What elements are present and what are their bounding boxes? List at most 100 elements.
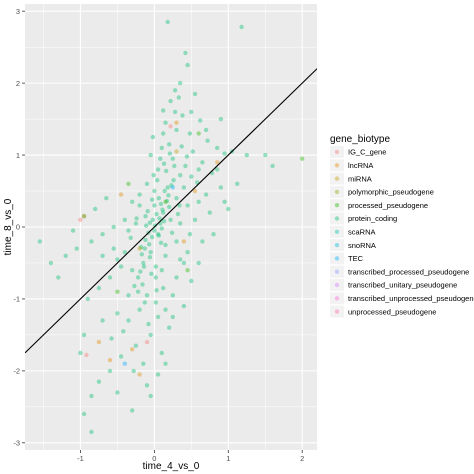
data-point-protein-coding [174,196,179,201]
data-point-protein-coding [156,233,161,238]
data-point-processed-pseudogene [163,199,168,204]
data-point-protein-coding [226,206,231,212]
data-point-protein-coding [115,311,120,316]
data-point-protein-coding [37,239,42,244]
data-point-protein-coding [111,224,116,230]
legend-swatch [334,163,340,168]
data-point-protein-coding [109,336,114,341]
data-point-protein-coding [155,372,161,377]
data-point-protein-coding [176,95,181,100]
legend-label: processed_pseudogene [348,201,428,210]
data-point-protein-coding [137,192,142,197]
data-point-protein-coding [183,50,188,56]
data-point-protein-coding [215,167,220,172]
data-point-protein-coding [121,329,126,334]
data-point-protein-coding [183,163,188,169]
data-point-protein-coding [168,98,173,104]
reference-line [25,68,317,354]
data-point-protein-coding [189,278,194,284]
legend: gene_biotype IG_C_gene lncRNA miRNA polymor… [330,134,474,318]
data-point-protein-coding [146,321,151,327]
data-point-protein-coding [78,350,83,356]
data-point-protein-coding [144,383,150,388]
data-point-protein-coding [181,185,187,190]
data-point-protein-coding [134,216,139,221]
data-point-protein-coding [207,210,212,215]
data-point-protein-coding [153,300,158,305]
y-tick-label: 2 [16,79,20,88]
x-axis-ticks: -1 0 1 2 [77,450,304,463]
legend-title: gene_biotype [330,134,390,145]
legend-label: scaRNA [348,228,376,237]
data-point-protein-coding [196,167,201,172]
legend-swatch [334,149,340,155]
legend-swatch [334,189,340,195]
data-point-protein-coding [93,206,98,212]
y-tick-label: -2 [13,367,20,376]
data-point-protein-coding [137,203,142,208]
data-point-protein-coding [138,269,143,274]
data-point-protein-coding [158,201,164,207]
data-point-protein-coding [133,221,139,226]
data-point-protein-coding [181,260,187,266]
data-point-protein-coding [172,109,178,115]
data-point-protein-coding [144,181,150,186]
data-point-protein-coding [187,232,193,237]
data-point-protein-coding [174,127,179,133]
data-point-lncrna [96,339,102,345]
data-point-protein-coding [153,264,158,269]
data-point-ig-c-gene [168,124,173,129]
data-point-protein-coding [148,152,153,158]
data-point-protein-coding [147,220,153,225]
data-point-protein-coding [111,246,116,251]
data-point-protein-coding [189,174,194,179]
legend-label: snoRNA [348,241,376,250]
data-point-protein-coding [163,361,168,366]
data-point-protein-coding [172,88,178,93]
data-point-protein-coding [164,198,170,204]
data-point-protein-coding [100,253,105,258]
data-point-protein-coding [81,332,87,338]
data-point-protein-coding [122,217,128,222]
data-point-protein-coding [104,196,109,201]
data-point-protein-coding [244,152,249,158]
legend-swatch [334,296,340,301]
data-point-lncrna [107,357,113,363]
data-point-lncrna [181,239,187,244]
data-point-protein-coding [184,154,190,159]
data-point-protein-coding [151,173,156,178]
legend-key-background [330,252,344,265]
legend-swatch [334,282,340,288]
data-point-protein-coding [168,217,173,222]
data-point-protein-coding [239,24,244,30]
data-point-protein-coding [70,228,76,233]
data-point-protein-coding [149,197,155,202]
data-point-protein-coding [163,253,168,258]
data-point-protein-coding [100,318,105,323]
data-point-protein-coding [189,109,194,115]
data-point-ig-c-gene [78,217,83,222]
data-point-protein-coding [89,429,94,435]
data-point-protein-coding [159,268,164,273]
data-point-protein-coding [141,361,146,366]
legend-label: transcribed_unitary_pseudogene [348,281,457,290]
data-point-protein-coding [142,246,147,251]
data-point-protein-coding [169,183,174,188]
data-point-protein-coding [179,144,184,149]
data-point-lncrna [192,188,198,194]
data-point-protein-coding [115,257,120,262]
data-point-protein-coding [190,149,195,154]
y-tick-label: -1 [13,295,20,304]
legend-label: TEC [348,254,364,263]
data-point-protein-coding [167,204,172,210]
data-point-protein-coding [132,283,137,289]
data-point-protein-coding [215,145,220,151]
data-point-protein-coding [131,368,136,374]
data-point-protein-coding [139,252,144,257]
legend-key-background [330,265,344,278]
data-point-protein-coding [203,192,209,197]
legend-key-background [330,172,344,185]
data-point-protein-coding [143,237,148,243]
data-point-protein-coding [196,199,201,204]
legend-key-background [330,199,344,212]
